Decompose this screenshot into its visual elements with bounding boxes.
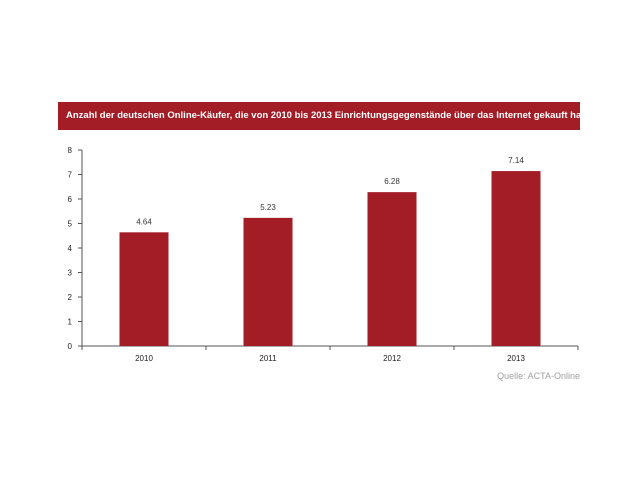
y-tick-label: 7 — [68, 171, 73, 180]
bar-2012 — [367, 192, 417, 346]
x-tick-label-2012: 2012 — [383, 354, 401, 363]
y-tick-label: 0 — [68, 342, 73, 351]
value-label-2010: 4.64 — [136, 217, 152, 226]
value-label-2011: 5.23 — [260, 203, 276, 212]
bars — [119, 171, 541, 346]
bar-2013 — [491, 171, 541, 346]
y-tick-label: 4 — [68, 244, 73, 253]
y-tick-label: 8 — [68, 146, 73, 155]
y-tick-label: 2 — [68, 293, 73, 302]
x-tick-label-2010: 2010 — [135, 354, 153, 363]
bar-2010 — [119, 232, 169, 346]
x-tick-label-2011: 2011 — [259, 354, 277, 363]
labels: 4.64 2010 5.23 2011 6.28 2012 7.14 2013 — [135, 156, 525, 363]
y-tick-label: 1 — [68, 318, 73, 327]
value-label-2013: 7.14 — [508, 156, 524, 165]
y-tick-label: 5 — [68, 220, 73, 229]
chart-title: Anzahl der deutschen Online-Käufer, die … — [58, 102, 580, 130]
value-label-2012: 6.28 — [384, 177, 400, 186]
source-note: Quelle: ACTA-Online — [497, 371, 580, 381]
bar-2011 — [243, 217, 293, 346]
x-tick-label-2013: 2013 — [507, 354, 525, 363]
y-tick-label: 6 — [68, 195, 73, 204]
y-tick-label: 3 — [68, 269, 73, 278]
